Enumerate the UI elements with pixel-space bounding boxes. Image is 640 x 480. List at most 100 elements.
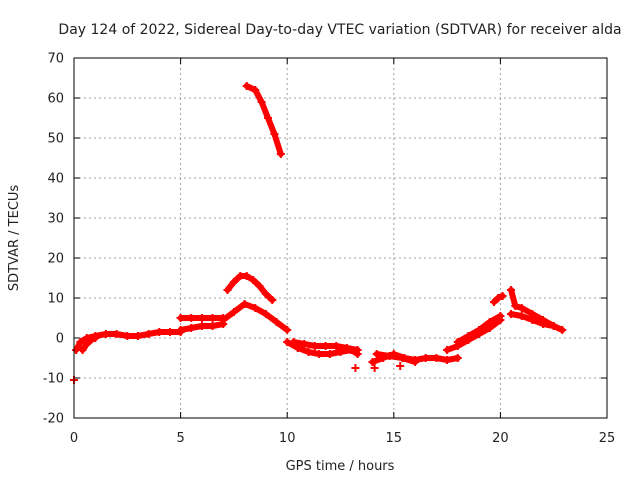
data-point (133, 332, 142, 340)
data-point (255, 282, 264, 290)
data-point (276, 150, 285, 158)
data-point (176, 314, 185, 322)
data-point (112, 330, 121, 338)
data-point (76, 338, 85, 346)
data-point (251, 304, 260, 312)
x-tick-label: 0 (70, 431, 78, 446)
data-point (511, 302, 520, 310)
data-point (370, 364, 379, 372)
data-point (261, 310, 270, 318)
data-point (270, 130, 279, 138)
data-point (368, 358, 377, 366)
data-point (101, 330, 110, 338)
y-tick-label: 70 (47, 52, 64, 67)
data-point (432, 354, 441, 362)
data-point (351, 364, 360, 372)
x-tick-label: 20 (492, 431, 509, 446)
data-point (82, 340, 91, 348)
data-point (396, 362, 405, 370)
series-arc-7 (243, 83, 284, 157)
y-tick-label: 60 (47, 92, 64, 107)
data-point (475, 326, 484, 334)
data-point (398, 354, 407, 362)
y-axis-label: SDTVAR / TECUs (7, 185, 22, 292)
data-point (155, 328, 164, 336)
data-point (528, 316, 537, 324)
data-point (453, 338, 462, 346)
data-point (490, 298, 499, 306)
y-tick-label: 0 (56, 332, 64, 347)
data-point (332, 342, 341, 350)
x-axis-label: GPS time / hours (286, 459, 395, 474)
data-point (485, 318, 494, 326)
data-point (268, 296, 277, 304)
data-point (517, 312, 526, 320)
data-point (251, 86, 260, 94)
data-point (342, 344, 351, 352)
data-point (517, 304, 526, 312)
data-point (443, 356, 452, 364)
data-point (187, 314, 196, 322)
chart-title: Day 124 of 2022, Sidereal Day-to-day VTE… (58, 22, 621, 38)
data-point (242, 82, 251, 90)
data-point (283, 326, 292, 334)
y-tick-label: -20 (43, 412, 64, 427)
data-point (240, 300, 249, 308)
data-point (464, 332, 473, 340)
ticks-layer: -20 -10 0 10 20 30 40 50 60 70 0 5 10 15 20 25 (43, 52, 616, 447)
data-point (219, 316, 228, 324)
data-point (496, 312, 505, 320)
data-point (507, 310, 516, 318)
data-point (176, 326, 185, 334)
data-point (78, 346, 87, 354)
data-point (494, 294, 503, 302)
data-point (507, 286, 516, 294)
y-tick-label: -10 (43, 372, 64, 387)
x-tick-label: 15 (386, 431, 403, 446)
data-point (229, 308, 238, 316)
x-tick-label: 10 (279, 431, 296, 446)
data-point (304, 348, 313, 356)
data-point (385, 352, 394, 360)
data-point (272, 318, 281, 326)
data-point (549, 322, 558, 330)
data-point (411, 358, 420, 366)
data-point (223, 286, 232, 294)
y-tick-label: 20 (47, 252, 64, 267)
grid-layer (74, 58, 607, 418)
data-point (197, 322, 206, 330)
data-point (91, 334, 100, 342)
data-point (539, 320, 548, 328)
y-tick-label: 10 (47, 292, 64, 307)
data-point (321, 342, 330, 350)
data-point (325, 350, 334, 358)
y-tick-label: 50 (47, 132, 64, 147)
data-point (372, 350, 381, 358)
data-point (197, 314, 206, 322)
data-point (249, 276, 258, 284)
data-point (144, 330, 153, 338)
y-tick-label: 40 (47, 172, 64, 187)
data-point (353, 346, 362, 354)
data-point (187, 324, 196, 332)
data-point (498, 292, 507, 300)
data-point (310, 342, 319, 350)
data-point (165, 328, 174, 336)
x-tick-label: 5 (176, 431, 184, 446)
x-tick-label: 25 (599, 431, 616, 446)
data-point (242, 272, 251, 280)
data-point (87, 336, 96, 344)
data-point (453, 354, 462, 362)
plot-frame (73, 57, 608, 419)
data-point (443, 346, 452, 354)
data-point (300, 340, 309, 348)
data-point (208, 314, 217, 322)
data-point (289, 338, 298, 346)
data-point (558, 326, 567, 334)
data-point (208, 322, 217, 330)
series-layer (70, 82, 567, 384)
data-point (264, 114, 273, 122)
data-point (123, 332, 132, 340)
data-point (261, 290, 270, 298)
